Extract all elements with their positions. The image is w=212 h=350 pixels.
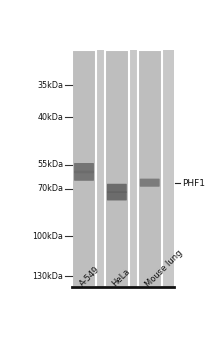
FancyBboxPatch shape (140, 178, 160, 187)
Text: 40kDa: 40kDa (38, 113, 63, 122)
Text: 100kDa: 100kDa (33, 232, 63, 240)
Text: 35kDa: 35kDa (38, 80, 63, 90)
FancyBboxPatch shape (107, 184, 127, 193)
Text: 55kDa: 55kDa (37, 160, 63, 169)
Text: A-549: A-549 (78, 265, 101, 289)
Bar (138, 50, 162, 287)
FancyBboxPatch shape (74, 170, 94, 181)
Text: Mouse lung: Mouse lung (143, 248, 184, 289)
Bar (72, 50, 174, 287)
Text: PHF1: PHF1 (182, 179, 205, 188)
FancyBboxPatch shape (107, 191, 127, 201)
Text: 130kDa: 130kDa (33, 272, 63, 281)
Bar (72, 50, 96, 287)
Text: 70kDa: 70kDa (38, 184, 63, 194)
Bar (105, 50, 129, 287)
Text: HeLa: HeLa (110, 267, 132, 289)
FancyBboxPatch shape (74, 163, 94, 173)
